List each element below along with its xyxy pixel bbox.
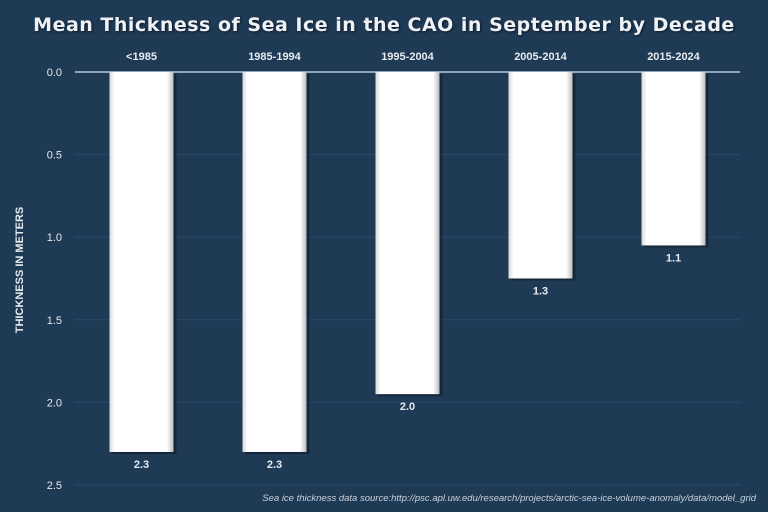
bar bbox=[641, 72, 706, 246]
x-tick-label: <1985 bbox=[126, 51, 157, 63]
chart-title: Mean Thickness of Sea Ice in the CAO in … bbox=[33, 14, 735, 36]
x-tick-label: 2005-2014 bbox=[514, 51, 567, 63]
data-label: 2.3 bbox=[267, 459, 282, 471]
x-tick-label: 1995-2004 bbox=[381, 51, 434, 63]
data-label: 2.0 bbox=[400, 401, 415, 413]
x-tick-label: 2015-2024 bbox=[647, 51, 700, 63]
y-tick-label: 1.5 bbox=[47, 315, 62, 327]
y-tick-label: 0.5 bbox=[47, 150, 62, 162]
y-tick-label: 2.0 bbox=[47, 397, 62, 409]
bar bbox=[375, 72, 440, 395]
bar bbox=[508, 72, 573, 279]
data-label: 1.3 bbox=[533, 286, 548, 298]
data-label: 1.1 bbox=[666, 252, 681, 264]
x-tick-label: 1985-1994 bbox=[248, 51, 301, 63]
data-label: 2.3 bbox=[134, 459, 149, 471]
y-tick-label: 0.0 bbox=[47, 67, 62, 79]
bar bbox=[109, 72, 174, 452]
source-note: Sea ice thickness data source:http://psc… bbox=[262, 493, 756, 504]
y-tick-label: 1.0 bbox=[47, 232, 62, 244]
bar bbox=[242, 72, 307, 452]
y-tick-label: 2.5 bbox=[47, 480, 62, 492]
